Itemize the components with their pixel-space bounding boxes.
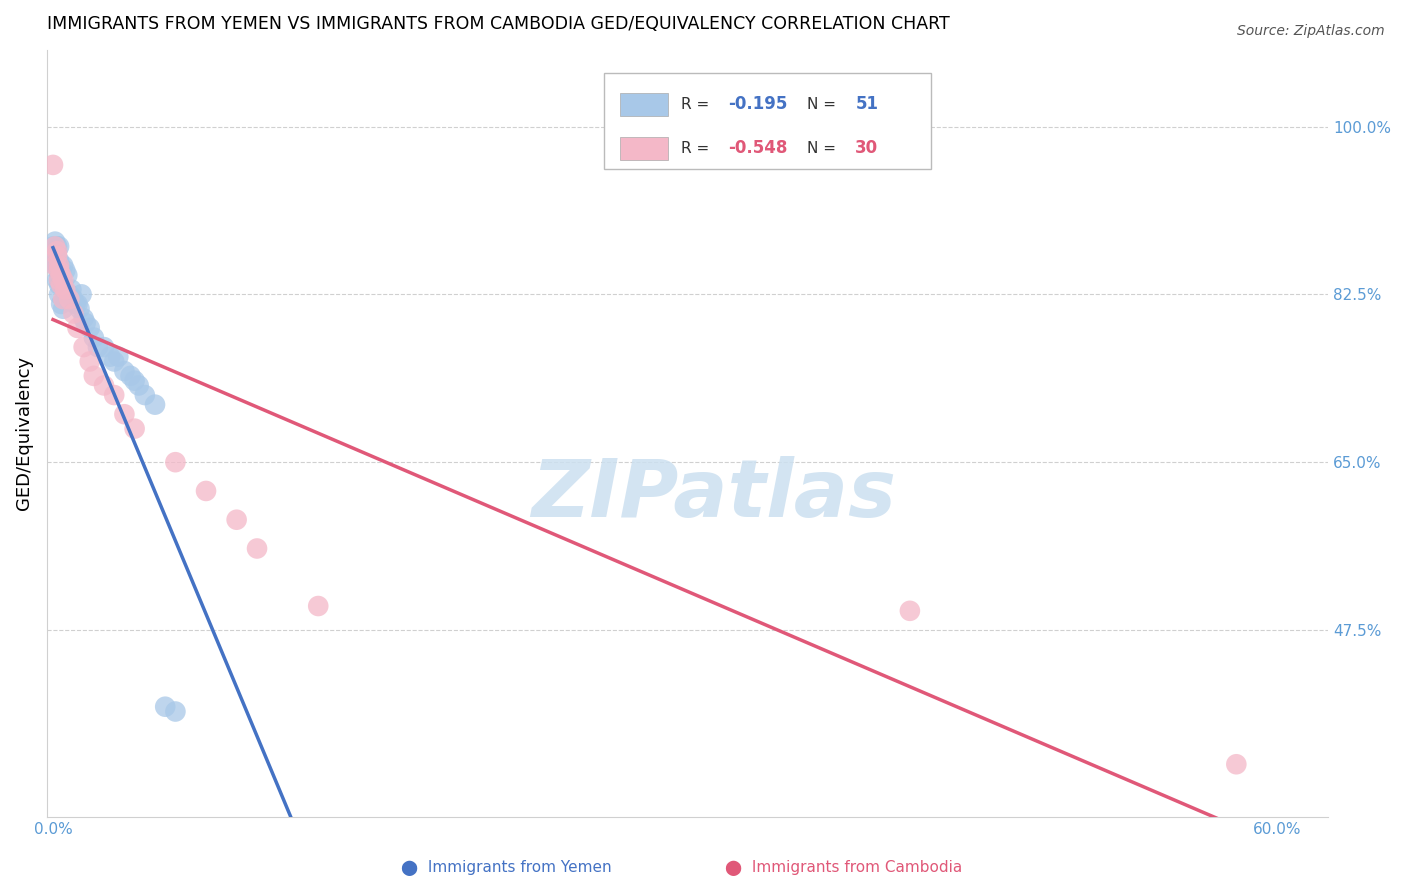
Point [52, 292, 75, 306]
Point [51, 297, 73, 311]
Point [62, 292, 84, 306]
Point [70, 287, 93, 301]
Text: 51: 51 [855, 95, 879, 113]
Text: ZIPatlas: ZIPatlas [530, 456, 896, 533]
Text: IMMIGRANTS FROM YEMEN VS IMMIGRANTS FROM CAMBODIA GED/EQUIVALENCY CORRELATION CH: IMMIGRANTS FROM YEMEN VS IMMIGRANTS FROM… [46, 15, 949, 33]
Point [60, 283, 83, 297]
Point [52, 273, 75, 287]
Point [246, 541, 269, 556]
Point [42, 244, 65, 259]
Point [65, 297, 87, 311]
Point [48, 263, 70, 277]
Point [51, 268, 73, 283]
Point [48, 273, 70, 287]
Point [46, 249, 69, 263]
Point [44, 244, 66, 259]
Text: ⬤  Immigrants from Cambodia: ⬤ Immigrants from Cambodia [725, 861, 962, 876]
Point [87, 340, 110, 354]
Point [1225, 757, 1247, 772]
Point [48, 239, 70, 253]
Point [79, 321, 101, 335]
Point [58, 287, 80, 301]
Point [52, 259, 75, 273]
Point [48, 277, 70, 292]
Point [44, 239, 66, 253]
Point [128, 378, 150, 392]
Point [46, 239, 69, 253]
Point [134, 388, 156, 402]
Point [44, 253, 66, 268]
Text: -0.195: -0.195 [728, 95, 787, 113]
Point [58, 292, 80, 306]
Point [44, 259, 66, 273]
Point [120, 368, 142, 383]
Point [66, 297, 89, 311]
Text: N =: N = [807, 141, 841, 155]
Point [66, 321, 89, 335]
FancyBboxPatch shape [620, 136, 668, 160]
Point [107, 350, 129, 364]
Point [46, 244, 69, 259]
Point [46, 253, 69, 268]
Point [42, 239, 65, 253]
Text: ⬤  Immigrants from Yemen: ⬤ Immigrants from Yemen [401, 861, 612, 876]
Point [79, 354, 101, 368]
Point [112, 364, 135, 378]
Point [42, 158, 65, 172]
Point [44, 249, 66, 263]
Point [48, 273, 70, 287]
Point [46, 244, 69, 259]
Point [53, 263, 76, 277]
Point [53, 292, 76, 306]
Point [48, 259, 70, 273]
Point [56, 268, 79, 283]
Point [143, 398, 166, 412]
Point [53, 283, 76, 297]
Point [83, 368, 105, 383]
FancyBboxPatch shape [620, 93, 668, 116]
Point [93, 378, 115, 392]
Point [69, 301, 91, 316]
Point [124, 422, 146, 436]
FancyBboxPatch shape [605, 73, 931, 169]
Text: N =: N = [807, 97, 841, 112]
Point [46, 273, 69, 287]
Point [72, 340, 94, 354]
Point [195, 483, 218, 498]
Point [51, 277, 73, 292]
Point [46, 259, 69, 273]
Point [51, 263, 73, 277]
Point [44, 235, 66, 249]
Point [44, 259, 66, 273]
Point [165, 705, 187, 719]
Point [52, 277, 75, 292]
Point [103, 354, 125, 368]
Text: R =: R = [681, 97, 714, 112]
Text: Source: ZipAtlas.com: Source: ZipAtlas.com [1237, 24, 1385, 38]
Point [898, 604, 921, 618]
Point [165, 455, 187, 469]
Point [51, 277, 73, 292]
Point [75, 316, 97, 330]
Point [307, 599, 329, 613]
Point [48, 268, 70, 283]
Point [48, 253, 70, 268]
Y-axis label: GED/Equivalency: GED/Equivalency [15, 356, 32, 510]
Text: -0.548: -0.548 [728, 139, 787, 157]
Text: R =: R = [681, 141, 714, 155]
Point [155, 699, 177, 714]
Point [93, 340, 115, 354]
Point [62, 307, 84, 321]
Point [103, 388, 125, 402]
Point [48, 287, 70, 301]
Point [52, 301, 75, 316]
Point [72, 311, 94, 326]
Text: 30: 30 [855, 139, 879, 157]
Point [83, 330, 105, 344]
Point [98, 350, 121, 364]
Point [112, 407, 135, 421]
Point [225, 513, 247, 527]
Point [124, 374, 146, 388]
